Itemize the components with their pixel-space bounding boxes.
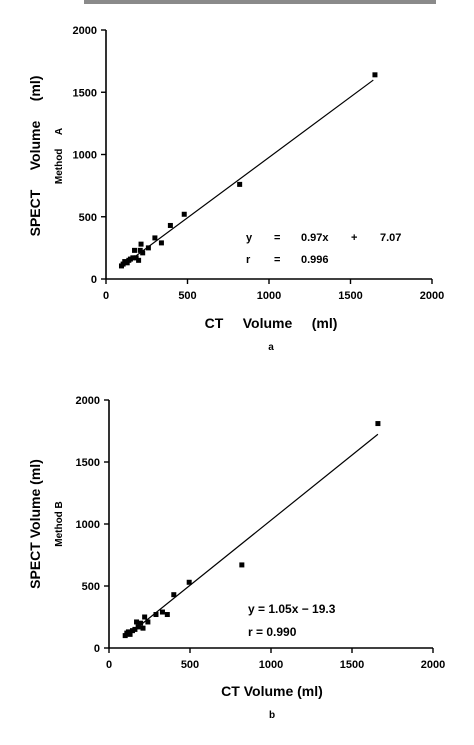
chart-b-data-point <box>134 619 140 625</box>
chart-b-y-tick-label: 2000 <box>76 395 100 407</box>
chart-b-points <box>122 421 381 639</box>
chart-a-x-tick-label: 2000 <box>420 290 444 302</box>
chart-a-eq-slope: 0.97x <box>301 232 329 244</box>
chart-b-ylabel-sub: Method B <box>54 501 65 547</box>
chart-a-data-point <box>152 235 158 241</box>
chart-b-data-point <box>186 579 192 585</box>
chart-b-regression-line <box>124 433 379 638</box>
chart-b-equation: y = 1.05x − 19.3 <box>248 602 336 616</box>
chart-panel-b: 0 500 1000 1500 2000 0 500 1000 1500 2000 CT Volu… <box>27 395 445 721</box>
chart-a-y-tick-label: 1000 <box>73 150 97 162</box>
chart-panel-a: 0 500 1000 1500 2000 0 500 1000 1500 2000 CT Volu… <box>27 25 444 353</box>
chart-a-y-tick-label: 500 <box>79 212 97 224</box>
chart-a-data-point <box>140 250 146 256</box>
chart-a-fit-line <box>121 79 374 268</box>
chart-b-data-point <box>153 612 159 618</box>
chart-a-xlabel: CT Volume (ml) <box>205 315 338 331</box>
chart-a-y-tick-label: 1500 <box>73 87 97 99</box>
chart-a-ticks: 0 500 1000 1500 2000 0 500 1000 1500 2000 <box>73 25 445 302</box>
chart-a-x-tick-label: 1000 <box>257 290 281 302</box>
chart-b-data-point <box>145 619 151 625</box>
chart-b-data-point <box>142 614 148 620</box>
chart-a-data-point <box>136 257 142 263</box>
chart-b-y-tick-label: 500 <box>82 581 100 593</box>
chart-b-y-tick-label: 1000 <box>76 519 100 531</box>
chart-a-x-tick-label: 500 <box>178 290 196 302</box>
chart-a-r-eq: = <box>274 254 280 266</box>
chart-b-y-tick-label: 1500 <box>76 457 100 469</box>
chart-b-panel-label: b <box>269 710 275 721</box>
chart-a-eq-intercept: 7.07 <box>380 232 401 244</box>
chart-a-data-point <box>237 181 243 187</box>
chart-a-r-label: r <box>246 254 251 266</box>
chart-a-data-point <box>181 211 187 217</box>
chart-b-x-tick-label: 0 <box>106 659 112 671</box>
chart-a-panel-label: a <box>268 342 274 353</box>
chart-b-data-point <box>138 620 144 626</box>
chart-a-x-tick-label: 1500 <box>338 290 362 302</box>
chart-b-ylabel: SPECT Volume (ml) <box>27 459 43 589</box>
chart-a-data-point <box>138 241 144 247</box>
chart-a-data-point <box>132 247 138 253</box>
chart-b-y-tick-label: 0 <box>94 643 100 655</box>
chart-b-data-point <box>375 421 381 427</box>
chart-b-x-tick-label: 1500 <box>340 659 364 671</box>
chart-b-r: r = 0.990 <box>248 625 297 639</box>
chart-b-data-point <box>159 609 165 615</box>
chart-b-x-tick-label: 500 <box>181 659 199 671</box>
chart-a-data-point <box>145 245 151 251</box>
chart-a-y-tick-label: 2000 <box>73 25 97 37</box>
chart-b-xlabel: CT Volume (ml) <box>221 683 323 699</box>
chart-a-data-point <box>158 240 164 246</box>
chart-a-r-value: 0.996 <box>301 254 329 266</box>
chart-b-x-tick-label: 1000 <box>259 659 283 671</box>
chart-a-y-tick-label: 0 <box>91 274 97 286</box>
chart-a-eq-plus: + <box>351 232 357 244</box>
chart-b-ticks: 0 500 1000 1500 2000 0 500 1000 1500 2000 <box>76 395 446 671</box>
chart-a-regression-line <box>121 79 374 268</box>
chart-a-eq-y: y <box>246 232 253 244</box>
chart-a-ylabel-sub: Method A <box>54 128 65 184</box>
chart-a-data-point <box>167 222 173 228</box>
chart-b-data-point <box>140 625 146 631</box>
chart-a-ylabel: SPECT Volume (ml) <box>27 76 43 237</box>
top-edge-bar <box>84 0 436 4</box>
chart-a-x-tick-label: 0 <box>103 290 109 302</box>
chart-a-eq-eq: = <box>274 232 280 244</box>
chart-b-data-point <box>239 562 245 568</box>
chart-b-data-point <box>127 631 133 637</box>
chart-b-data-point <box>164 612 170 618</box>
chart-b-x-tick-label: 2000 <box>421 659 445 671</box>
chart-a-data-point <box>372 72 378 78</box>
chart-b-data-point <box>171 592 177 598</box>
chart-b-fit-line <box>124 433 379 638</box>
